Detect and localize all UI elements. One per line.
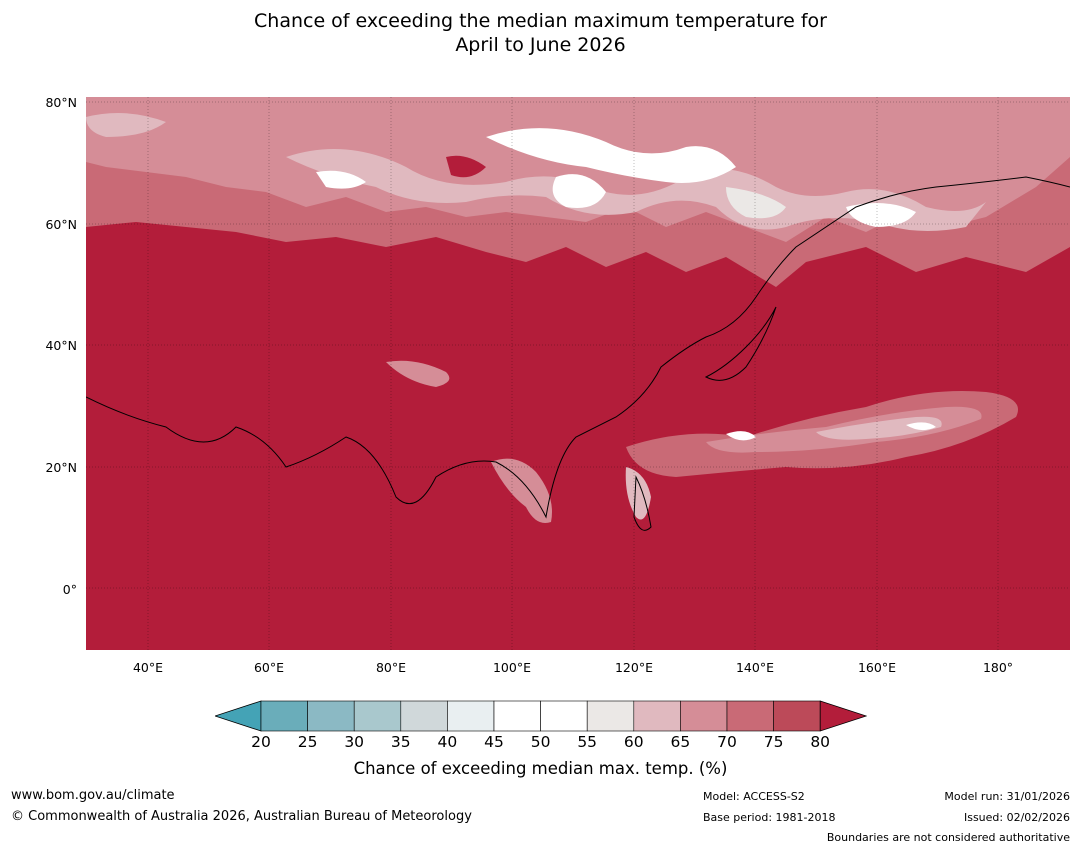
colorbar-tick-label: 80: [810, 733, 831, 751]
title-line-2: April to June 2026: [455, 34, 626, 56]
northern-anomaly-band: [86, 97, 1070, 287]
lon-label-140e: 140°E: [735, 660, 774, 675]
lat-label-0: 0°: [62, 582, 77, 597]
colorbar-segment: [680, 700, 728, 732]
colorbar-segment: [633, 700, 681, 732]
colorbar-tick-label: 70: [717, 733, 737, 751]
lon-label-180: 180°: [982, 660, 1014, 675]
colorbar-tick-label: 25: [297, 733, 318, 751]
lon-label-160e: 160°E: [857, 660, 896, 675]
footer-copyright: © Commonwealth of Australia 2026, Austra…: [11, 809, 472, 824]
title-line-1: Chance of exceeding the median maximum t…: [254, 10, 827, 32]
colorbar-segment: [586, 700, 635, 732]
footer-issued: Issued: 02/02/2026: [963, 811, 1070, 824]
graticule: [86, 97, 1070, 650]
map-title: Chance of exceeding the median maximum t…: [0, 9, 1081, 57]
footer-boundaries-note: Boundaries are not considered authoritat…: [826, 831, 1070, 844]
lon-label-40e: 40°E: [132, 660, 164, 675]
colorbar-tick-label: 65: [670, 733, 691, 751]
colorbar-tick-label: 50: [530, 733, 551, 751]
lon-label-120e: 120°E: [614, 660, 653, 675]
lat-label-60n: 60°N: [45, 217, 77, 232]
lat-label-40n: 40°N: [45, 338, 77, 353]
colorbar-tick-label: 35: [390, 733, 411, 751]
colorbar-segment: [540, 700, 588, 732]
colorbar-tick-label: 40: [437, 733, 458, 751]
pacific-anomaly-patch: [626, 391, 1018, 477]
colorbar-segment: [307, 700, 355, 732]
footer-base-period: Base period: 1981-2018: [703, 811, 836, 824]
lat-label-80n: 80°N: [45, 95, 77, 110]
footer-model-run: Model run: 31/01/2026: [944, 790, 1070, 803]
colorbar-segment: [726, 700, 774, 732]
colorbar-label: Chance of exceeding median max. temp. (%…: [353, 759, 728, 778]
colorbar-segment: [260, 700, 308, 732]
colorbar-segment: [493, 700, 541, 732]
lon-label-80e: 80°E: [375, 660, 407, 675]
colorbar-tick-label: 60: [623, 733, 644, 751]
footer-model: Model: ACCESS-S2: [703, 790, 805, 803]
lon-label-100e: 100°E: [492, 660, 531, 675]
colorbar-segment: [447, 700, 495, 732]
colorbar-tick-label: 75: [763, 733, 784, 751]
footer-website: www.bom.gov.au/climate: [11, 788, 175, 803]
colorbar-tick-label: 55: [577, 733, 598, 751]
coastline-outline: [86, 176, 1070, 531]
colorbar-tick-label: 45: [484, 733, 504, 751]
colorbar-segment: [353, 700, 402, 732]
lon-label-60e: 60°E: [253, 660, 285, 675]
colorbar-over-triangle: [819, 700, 867, 732]
colorbar-segment: [400, 700, 448, 732]
colorbar-segment: [773, 700, 821, 732]
colorbar: [215, 700, 867, 732]
colorbar-tick-label: 20: [251, 733, 271, 751]
colorbar-tick-label: 30: [344, 733, 365, 751]
forecast-map: [86, 97, 1070, 650]
lat-label-20n: 20°N: [45, 460, 77, 475]
colorbar-under-triangle: [215, 700, 262, 732]
southeast-asia-anomaly-patch: [386, 360, 651, 523]
